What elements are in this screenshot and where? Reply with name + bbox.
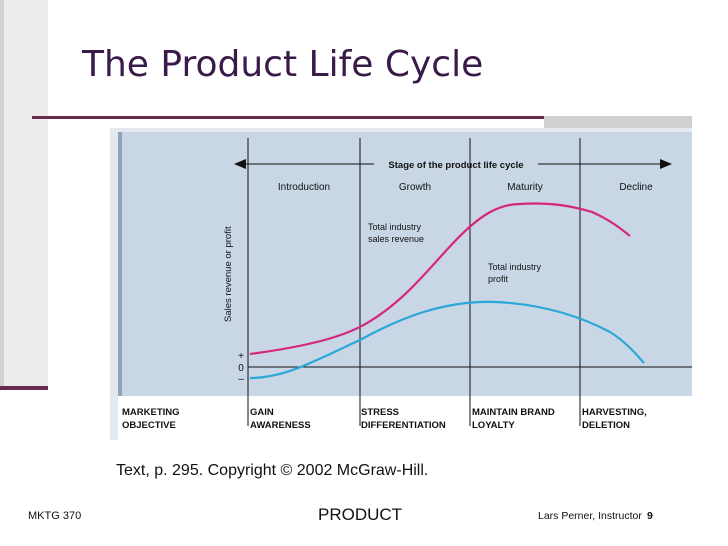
axis-plus-tick: + <box>238 351 244 362</box>
sales-curve-label-line2: sales revenue <box>368 234 424 244</box>
diagram-svg: Stage of the product life cycle Introduc… <box>110 128 692 440</box>
plot-left-edge <box>118 132 122 396</box>
footer-course: MKTG 370 <box>28 510 82 522</box>
objective-maturity-line2: LOYALTY <box>472 420 515 431</box>
stage-arrow-right-head <box>660 159 672 169</box>
stage-label-decline: Decline <box>619 182 653 193</box>
objective-maturity-line1: MAINTAIN BRAND <box>472 407 555 418</box>
title-underline-accent <box>544 116 692 128</box>
profit-curve <box>249 300 645 380</box>
stage-arrow-left-head <box>234 159 246 169</box>
stage-heading-bg <box>374 156 538 172</box>
objective-band <box>118 396 692 440</box>
stage-label-maturity: Maturity <box>507 182 543 193</box>
slide-title: The Product Life Cycle <box>82 44 484 85</box>
title-underline <box>32 116 544 119</box>
objective-introduction-line2: AWARENESS <box>250 420 311 431</box>
stage-label-introduction: Introduction <box>278 182 330 193</box>
slide-caption: Text, p. 295. Copyright © 2002 McGraw-Hi… <box>116 462 429 479</box>
objective-growth-line2: DIFFERENTIATION <box>361 420 446 431</box>
profit-curve-label-line2: profit <box>488 274 509 284</box>
stage-label-growth: Growth <box>399 182 431 193</box>
sales-revenue-curve <box>249 202 631 356</box>
axis-zero-tick: 0 <box>238 363 244 374</box>
objective-row-label-line2: OBJECTIVE <box>122 420 176 431</box>
objective-decline-line1: HARVESTING, <box>582 407 647 418</box>
objective-introduction-line1: GAIN <box>250 407 274 418</box>
stage-heading: Stage of the product life cycle <box>388 160 523 171</box>
left-decor-edge <box>0 0 4 390</box>
footer-section: PRODUCT <box>318 505 403 524</box>
profit-curve-label-line1: Total industry <box>488 262 542 272</box>
footer-instructor: Lars Perner, Instructor <box>538 510 642 522</box>
product-life-cycle-diagram: Stage of the product life cycle Introduc… <box>110 128 692 440</box>
objective-decline-line2: DELETION <box>582 420 630 431</box>
left-decor-accent <box>0 386 48 390</box>
objective-row-label-line1: MARKETING <box>122 407 180 418</box>
sales-curve-label-line1: Total industry <box>368 222 422 232</box>
objective-growth-line1: STRESS <box>361 407 399 418</box>
plot-background <box>118 132 692 396</box>
y-axis-label: Sales revenue or profit <box>223 226 234 322</box>
axis-minus-tick: – <box>238 374 244 385</box>
footer-page-number: 9 <box>647 510 653 522</box>
left-decor-bar <box>0 0 48 390</box>
